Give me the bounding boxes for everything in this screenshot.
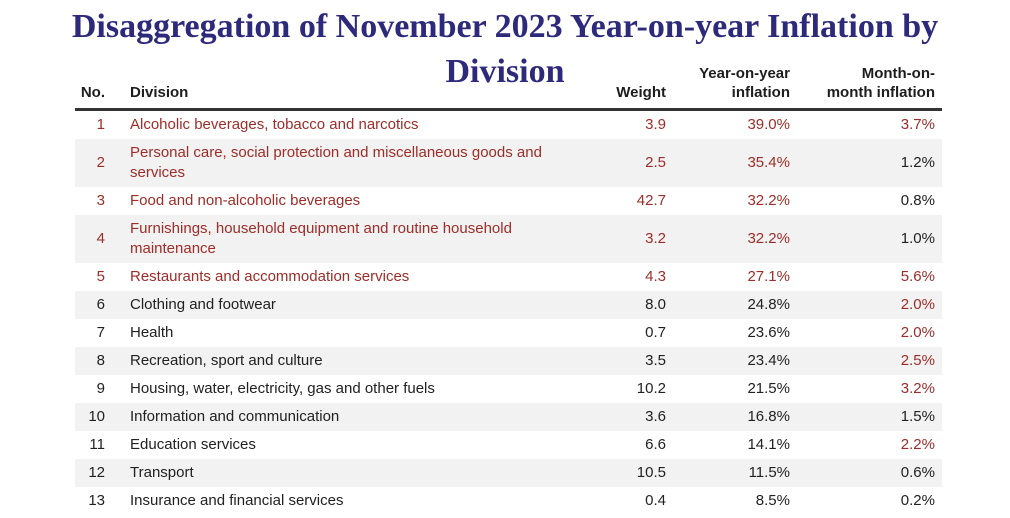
inflation-table: No. Division Weight Year-on-year inflati…	[75, 0, 942, 515]
row-weight: 10.2	[636, 380, 666, 397]
row-division: Insurance and financial services	[130, 492, 344, 509]
row-no: 12	[88, 464, 105, 481]
row-division: Information and communication	[130, 408, 340, 425]
table-row: 5 Restaurants and accommodation services 4…	[75, 263, 942, 291]
table-row: 2 Personal care, social protection and mi…	[75, 139, 942, 187]
table-row: 11 Education services 6.6 14.1% 2.2%	[75, 431, 942, 459]
row-mom-inflation: 0.8%	[900, 192, 935, 209]
row-no: 13	[88, 492, 105, 509]
row-mom-inflation: 1.0%	[900, 230, 935, 247]
row-division: Alcoholic beverages, tobacco and narcoti…	[130, 116, 419, 133]
row-yoy-inflation: 27.1%	[747, 268, 790, 285]
page-title-line1: Disaggregation of November 2023 Year-on-…	[71, 8, 939, 45]
row-mom-inflation: 1.2%	[900, 154, 935, 171]
row-yoy-inflation: 8.5%	[755, 492, 790, 509]
row-no: 1	[96, 116, 105, 133]
column-header-mom-inflation: Month-on- month inflation	[826, 65, 935, 101]
table-row: 8 Recreation, sport and culture 3.5 23.4% 2.…	[75, 347, 942, 375]
table-row: 3 Food and non-alcoholic beverages 42.7 32.…	[75, 187, 942, 215]
table-row: 10 Information and communication 3.6 16.8% 1…	[75, 403, 942, 431]
row-weight: 3.5	[645, 352, 666, 369]
row-mom-inflation: 1.5%	[900, 408, 935, 425]
row-division: Transport	[130, 464, 194, 481]
table-body: 1 Alcoholic beverages, tobacco and narcot…	[75, 111, 942, 515]
column-header-weight: Weight	[616, 84, 666, 101]
row-mom-inflation: 2.0%	[900, 324, 935, 341]
row-yoy-inflation: 24.8%	[747, 296, 790, 313]
row-no: 4	[96, 230, 105, 247]
row-yoy-inflation: 11.5%	[748, 464, 790, 481]
row-yoy-inflation: 23.6%	[747, 324, 790, 341]
row-division: Health	[130, 324, 174, 341]
row-no: 9	[96, 380, 105, 397]
row-yoy-inflation: 16.8%	[747, 408, 790, 425]
row-yoy-inflation: 21.5%	[747, 380, 790, 397]
column-header-no: No.	[80, 84, 105, 101]
row-mom-inflation: 5.6%	[900, 268, 935, 285]
row-mom-inflation: 0.2%	[900, 492, 935, 509]
row-weight: 3.2	[645, 230, 666, 247]
row-no: 11	[89, 436, 105, 453]
row-mom-inflation: 0.6%	[900, 464, 935, 481]
row-weight: 8.0	[645, 296, 666, 313]
row-weight: 2.5	[645, 154, 666, 171]
row-weight: 4.3	[645, 268, 666, 285]
row-mom-inflation: 2.5%	[900, 352, 935, 369]
row-division: Housing, water, electricity, gas and oth…	[130, 380, 435, 397]
row-no: 10	[88, 408, 105, 425]
row-no: 8	[96, 352, 105, 369]
row-mom-inflation: 3.7%	[900, 116, 935, 133]
table-row: 4 Furnishings, household equipment and ro…	[75, 215, 942, 263]
table-row: 1 Alcoholic beverages, tobacco and narcot…	[75, 111, 942, 139]
row-weight: 10.5	[636, 464, 666, 481]
row-mom-inflation: 3.2%	[900, 380, 935, 397]
row-mom-inflation: 2.0%	[900, 296, 935, 313]
row-weight: 3.9	[645, 116, 666, 133]
row-yoy-inflation: 14.1%	[747, 436, 790, 453]
row-weight: 3.6	[645, 408, 666, 425]
row-division: Furnishings, household equipment and rou…	[130, 220, 512, 257]
table-header-row: No. Division Weight Year-on-year inflati…	[75, 0, 942, 111]
row-yoy-inflation: 32.2%	[747, 230, 790, 247]
column-header-division: Division	[130, 84, 189, 101]
row-division: Recreation, sport and culture	[130, 352, 323, 369]
table-row: 6 Clothing and footwear 8.0 24.8% 2.0%	[75, 291, 942, 319]
row-weight: 0.7	[645, 324, 666, 341]
row-no: 7	[96, 324, 105, 341]
table-row: 12 Transport 10.5 11.5% 0.6%	[75, 459, 942, 487]
row-yoy-inflation: 23.4%	[747, 352, 790, 369]
row-no: 5	[96, 268, 105, 285]
row-division: Restaurants and accommodation services	[130, 268, 410, 285]
row-mom-inflation: 2.2%	[900, 436, 935, 453]
row-division: Food and non-alcoholic beverages	[130, 192, 361, 209]
table-row: 7 Health 0.7 23.6% 2.0%	[75, 319, 942, 347]
row-no: 6	[96, 296, 105, 313]
row-no: 3	[96, 192, 105, 209]
row-no: 2	[96, 154, 105, 171]
row-division: Education services	[130, 436, 256, 453]
row-weight: 42.7	[636, 192, 666, 209]
row-yoy-inflation: 35.4%	[747, 154, 790, 171]
row-yoy-inflation: 39.0%	[747, 116, 790, 133]
row-weight: 0.4	[645, 492, 666, 509]
page-title-line2: Division	[445, 53, 565, 90]
row-division: Clothing and footwear	[130, 296, 276, 313]
page-title: Disaggregation of November 2023 Year-on-…	[0, 4, 1010, 94]
table-row: 9 Housing, water, electricity, gas and ot…	[75, 375, 942, 403]
row-yoy-inflation: 32.2%	[747, 192, 790, 209]
row-division: Personal care, social protection and mis…	[130, 144, 542, 181]
row-weight: 6.6	[645, 436, 666, 453]
column-header-yoy-inflation: Year-on-year inflation	[699, 65, 790, 101]
table-row: 13 Insurance and financial services 0.4 8.5…	[75, 487, 942, 515]
